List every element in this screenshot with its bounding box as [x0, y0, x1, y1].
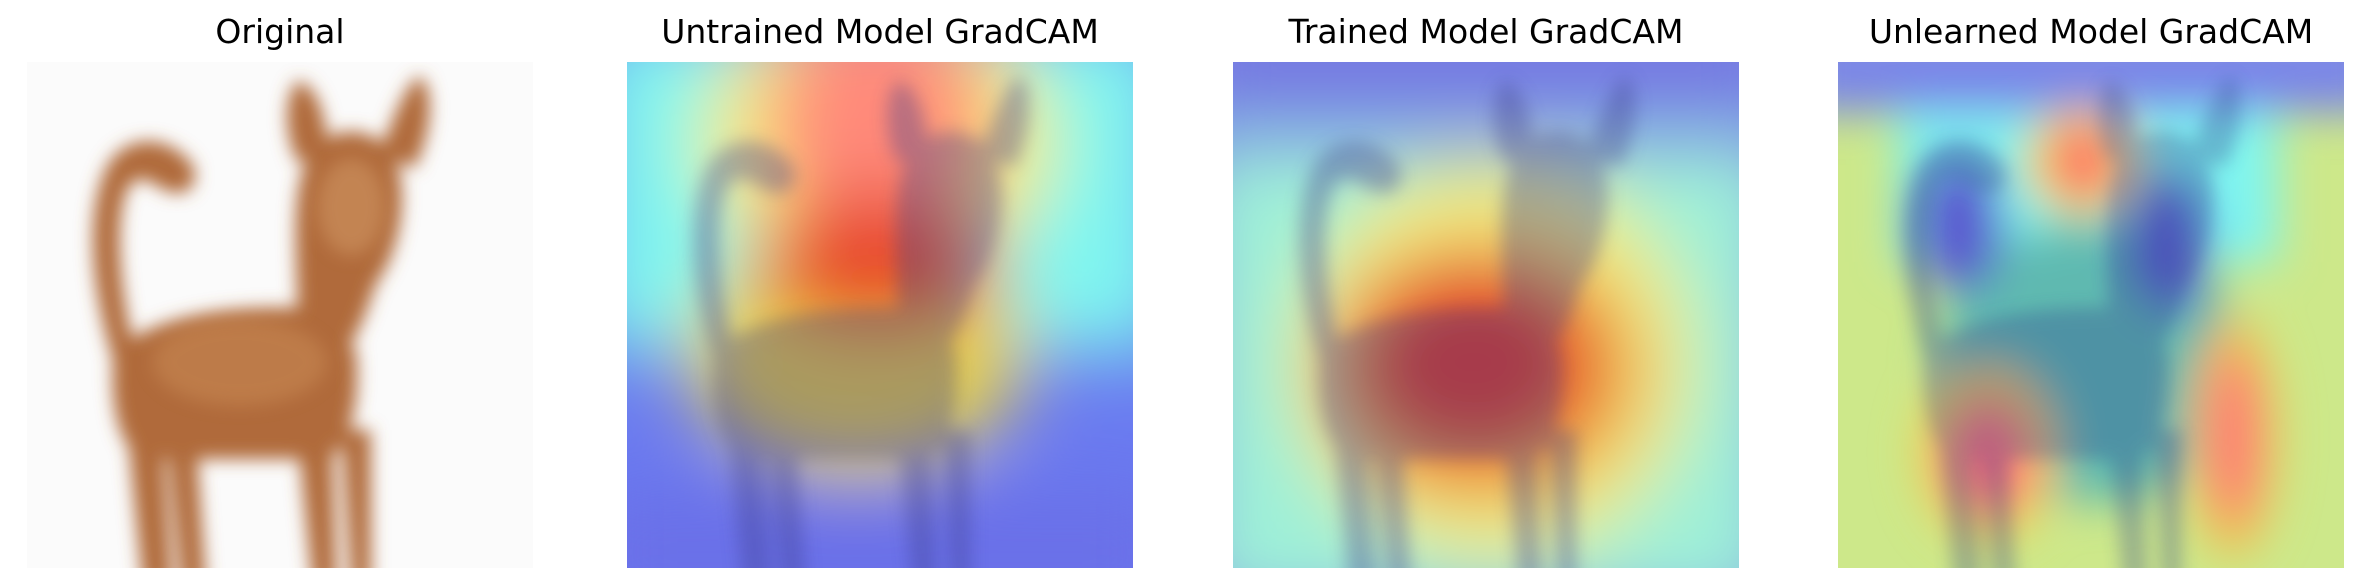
panel-title: Unlearned Model GradCAM	[1868, 12, 2314, 51]
untrained-gradcam-heatmap	[627, 62, 1133, 568]
trained-gradcam-heatmap	[1233, 62, 1739, 568]
panel-untrained: Untrained Model GradCAM	[627, 0, 1133, 588]
panel-title: Trained Model GradCAM	[1288, 12, 1684, 51]
unlearned-gradcam-heatmap	[1838, 62, 2344, 568]
panel-original: Original	[27, 0, 533, 588]
panel-unlearned: Unlearned Model GradCAM	[1838, 0, 2344, 588]
panel-trained: Trained Model GradCAM	[1233, 0, 1739, 588]
panel-title: Untrained Model GradCAM	[661, 12, 1099, 51]
panel-title: Original	[215, 12, 345, 51]
original-image	[27, 62, 533, 568]
